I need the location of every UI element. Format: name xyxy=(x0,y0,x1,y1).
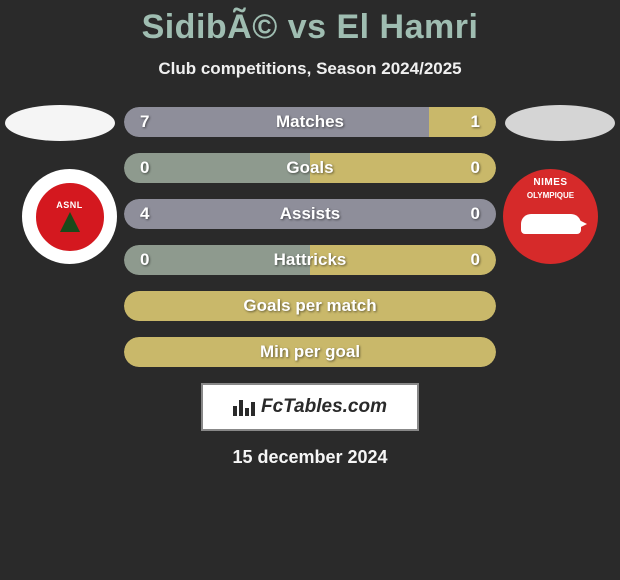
chart-icon xyxy=(233,398,255,416)
left-club-ellipse xyxy=(5,105,115,141)
stat-row-min-per-goal: Min per goal xyxy=(124,337,496,367)
bar-label: Goals xyxy=(124,153,496,183)
bar-label: Assists xyxy=(124,199,496,229)
stat-row-goals: 00Goals xyxy=(124,153,496,183)
stat-bars: 71Matches 00Goals 40Assists 00Hattricks Goal… xyxy=(124,107,496,367)
right-club-badge: NIMES OLYMPIQUE xyxy=(503,169,598,264)
page-title: SidibÃ© vs El Hamri xyxy=(0,0,620,47)
tree-icon xyxy=(60,212,80,232)
bar-label: Hattricks xyxy=(124,245,496,275)
left-club-badge: ASNL xyxy=(22,169,117,264)
date-text: 15 december 2024 xyxy=(0,447,620,468)
asnl-badge-icon: ASNL xyxy=(31,178,109,256)
left-badge-text: ASNL xyxy=(56,200,83,210)
comparison-content: ASNL NIMES OLYMPIQUE 71Matches 00Goals 40A… xyxy=(0,107,620,468)
branding-box: FcTables.com xyxy=(201,383,419,431)
stat-row-matches: 71Matches xyxy=(124,107,496,137)
right-badge-text-top: NIMES xyxy=(533,177,567,188)
bar-label: Min per goal xyxy=(124,337,496,367)
stat-row-hattricks: 00Hattricks xyxy=(124,245,496,275)
crocodile-icon xyxy=(521,214,581,234)
subtitle: Club competitions, Season 2024/2025 xyxy=(0,59,620,79)
bar-label: Matches xyxy=(124,107,496,137)
right-badge-text-bottom: OLYMPIQUE xyxy=(527,191,574,200)
stat-row-assists: 40Assists xyxy=(124,199,496,229)
branding-text: FcTables.com xyxy=(261,396,387,418)
nimes-badge-icon: NIMES OLYMPIQUE xyxy=(503,169,598,264)
bar-label: Goals per match xyxy=(124,291,496,321)
right-club-ellipse xyxy=(505,105,615,141)
stat-row-goals-per-match: Goals per match xyxy=(124,291,496,321)
